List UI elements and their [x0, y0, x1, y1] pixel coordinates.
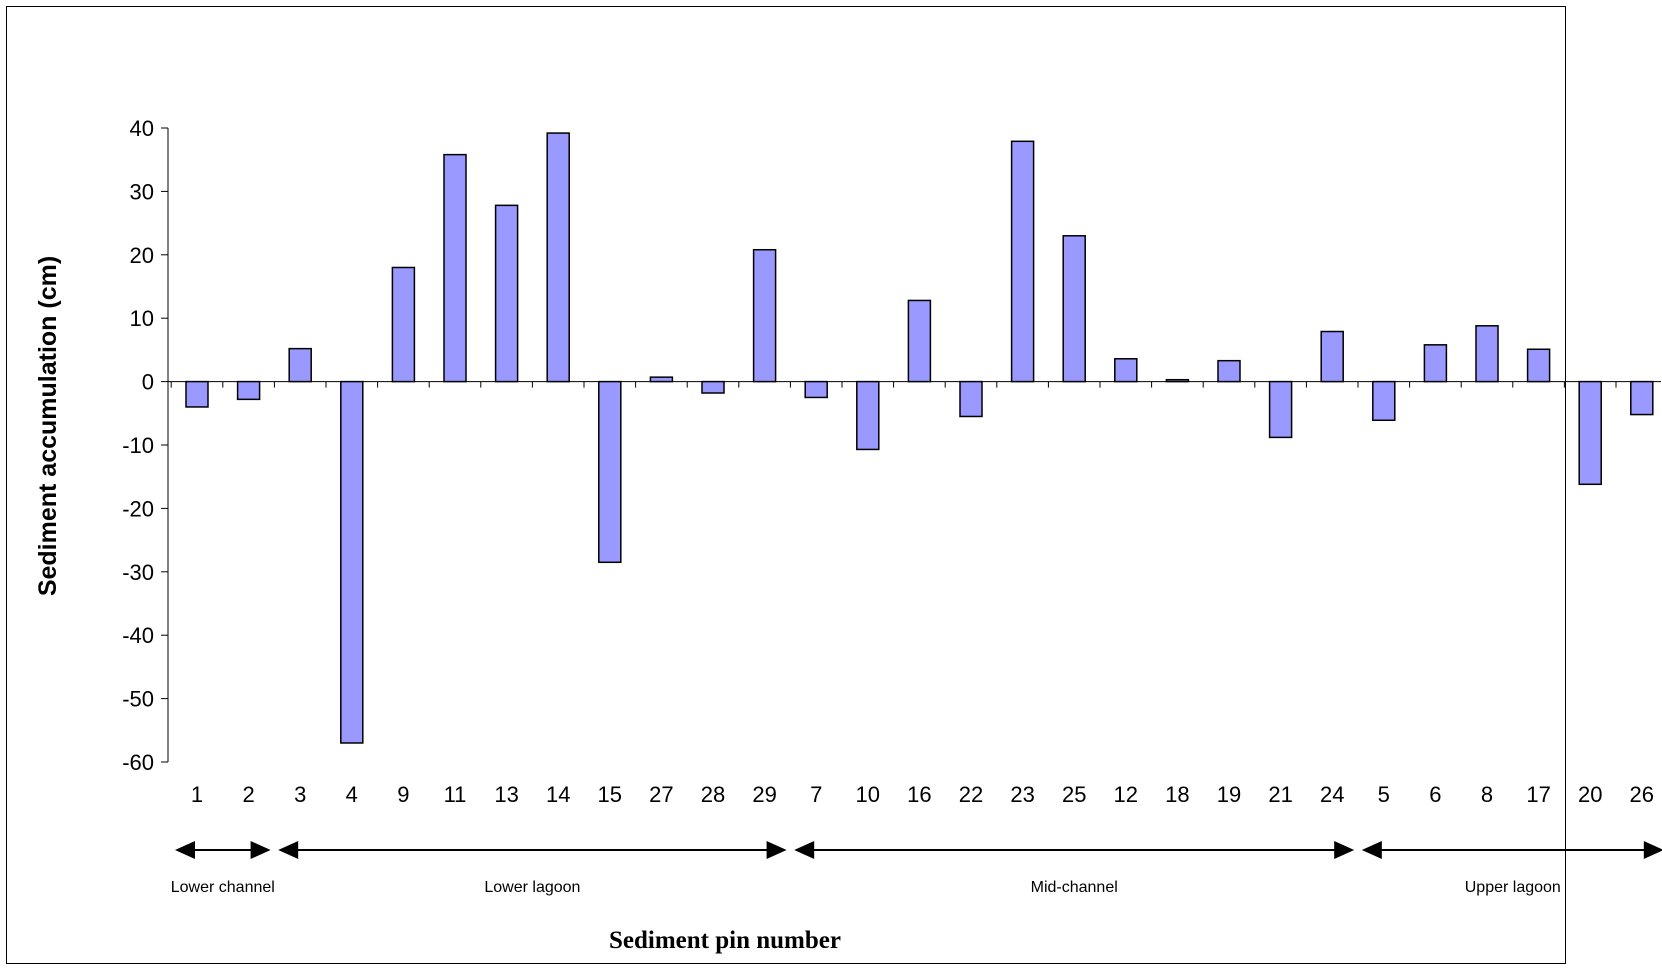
bar-pin-22 — [959, 380, 983, 418]
category-label: 24 — [1320, 782, 1344, 807]
category-label: 25 — [1062, 782, 1086, 807]
bar-pin-25 — [1062, 235, 1086, 383]
category-label: 19 — [1217, 782, 1241, 807]
category-label: 26 — [1630, 782, 1654, 807]
y-tick-label: -60 — [122, 750, 154, 775]
bar-pin-19 — [1217, 359, 1241, 383]
category-label: 11 — [444, 782, 467, 807]
bar-pin-27 — [649, 376, 674, 383]
y-tick-label: -20 — [122, 496, 154, 521]
group-label: Mid-channel — [1031, 879, 1118, 896]
arrowhead-left — [175, 841, 195, 859]
group-annotations: Lower channel Lower lagoon Mid-channel Uppe… — [171, 841, 1662, 896]
category-label: 29 — [752, 782, 776, 807]
category-label: 5 — [1378, 782, 1390, 807]
category-labels: 1 2 3 4 9 11 13 14 15 27 28 29 7 10 16 22 23 25 12 18 19 21 24… — [191, 782, 1654, 807]
bar-pin-28 — [701, 380, 725, 394]
bar-pin-10 — [856, 380, 880, 451]
bar-pin-8 — [1475, 325, 1499, 383]
y-tick-label: 30 — [130, 179, 154, 204]
arrowhead-left — [278, 841, 299, 859]
y-tick-label: -10 — [122, 433, 154, 458]
category-label: 7 — [810, 782, 822, 807]
category-label: 23 — [1010, 782, 1034, 807]
category-label: 8 — [1481, 782, 1493, 807]
category-label: 13 — [494, 782, 518, 807]
bar-pin-13 — [494, 204, 519, 383]
category-label: 16 — [907, 782, 931, 807]
bar-pin-11 — [443, 153, 467, 383]
bar-pin-18 — [1165, 378, 1190, 383]
y-tick-labels: 40 30 20 10 0 -10 -20 -30 -40 -50 -60 — [122, 116, 154, 775]
x-axis-label: Sediment pin number — [609, 927, 841, 954]
bar-pin-3 — [288, 347, 312, 383]
category-label: 21 — [1268, 782, 1292, 807]
y-tick-label: -50 — [122, 687, 154, 712]
group-label: Lower channel — [171, 879, 275, 896]
bar-pin-2 — [236, 380, 261, 401]
chart-frame — [6, 6, 1566, 964]
arrowhead-right — [1643, 841, 1662, 859]
bar-pin-9 — [391, 266, 416, 383]
y-tick-label: 0 — [142, 370, 154, 395]
y-tick-label: 40 — [130, 116, 154, 141]
category-label: 10 — [856, 782, 880, 807]
group-label: Lower lagoon — [484, 879, 580, 896]
y-tick-label: 20 — [130, 243, 154, 268]
y-tick-label: -30 — [122, 560, 154, 585]
bar-pin-17 — [1526, 348, 1551, 383]
axes — [161, 127, 1661, 763]
bar-pin-5 — [1372, 380, 1396, 422]
y-tick-label: 10 — [130, 306, 154, 331]
category-label: 6 — [1429, 782, 1441, 807]
bar-pin-26 — [1630, 380, 1654, 416]
category-label: 22 — [959, 782, 983, 807]
bar-pin-29 — [752, 248, 777, 383]
bar-pin-21 — [1268, 380, 1293, 439]
category-label: 17 — [1526, 782, 1550, 807]
bar-pin-7 — [804, 380, 828, 399]
bar-pin-6 — [1423, 344, 1448, 383]
y-axis-label: Sediment accumulation (cm) — [34, 256, 62, 596]
category-label: 9 — [397, 782, 409, 807]
category-label: 18 — [1165, 782, 1189, 807]
category-label: 4 — [346, 782, 358, 807]
category-label: 1 — [191, 782, 203, 807]
bar-pin-23 — [1010, 140, 1035, 383]
arrowhead-left — [794, 841, 815, 859]
category-label: 20 — [1578, 782, 1602, 807]
arrowhead-left — [1361, 841, 1382, 859]
category-label: 27 — [649, 782, 673, 807]
category-label: 3 — [294, 782, 306, 807]
arrowhead-right — [250, 841, 271, 859]
category-label: 14 — [546, 782, 570, 807]
category-label: 12 — [1114, 782, 1138, 807]
arrowhead-right — [1334, 841, 1355, 859]
bar-pin-20 — [1578, 380, 1602, 486]
bar-pin-12 — [1114, 358, 1138, 383]
bars — [185, 132, 1654, 744]
bar-pin-16 — [907, 299, 932, 383]
bar-pin-24 — [1320, 330, 1344, 383]
bar-pin-4 — [340, 380, 364, 744]
bar-pin-14 — [546, 132, 570, 383]
category-label: 15 — [598, 782, 622, 807]
bar-pin-15 — [598, 380, 622, 564]
category-label: 28 — [701, 782, 725, 807]
y-tick-label: -40 — [122, 623, 154, 648]
arrowhead-right — [766, 841, 787, 859]
category-label: 2 — [242, 782, 254, 807]
group-label: Upper lagoon — [1465, 879, 1561, 896]
bar-pin-1 — [185, 380, 209, 408]
